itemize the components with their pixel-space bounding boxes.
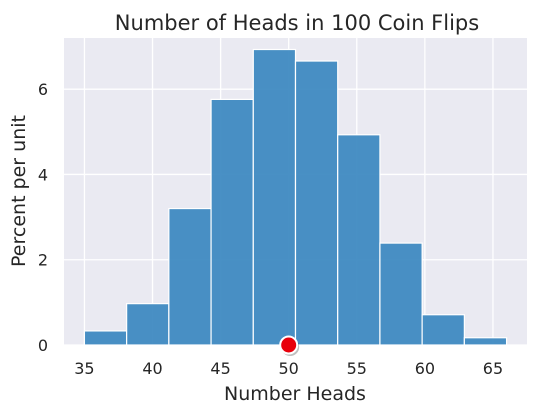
x-tick-label: 55 [347,359,367,378]
x-tick-label: 50 [279,359,299,378]
x-axis-ticks: 35 40 45 50 55 60 65 [74,359,503,378]
histogram-bar [83,330,128,346]
x-tick-label: 65 [483,359,503,378]
histogram-bar [252,48,297,346]
y-axis-label: Percent per unit [8,115,30,267]
histogram-bar [421,314,465,346]
mean-marker-dot [279,335,299,355]
y-tick-label: 0 [38,336,48,355]
marker-layer [279,335,300,356]
histogram-bar [210,98,254,346]
x-axis-label: Number Heads [224,383,366,405]
histogram-bar [168,207,212,346]
y-axis-ticks: 0 2 4 6 [38,80,48,355]
histogram-bar [126,303,170,346]
y-tick-label: 4 [38,165,48,184]
histogram-bar [337,134,381,346]
chart-title: Number of Heads in 100 Coin Flips [115,11,479,35]
histogram-bars [83,48,508,346]
y-tick-label: 2 [38,251,48,270]
histogram-bar [379,242,423,346]
x-tick-label: 60 [415,359,435,378]
x-tick-label: 40 [142,359,162,378]
histogram-bar [294,60,339,346]
x-tick-label: 45 [210,359,230,378]
x-tick-label: 35 [74,359,94,378]
histogram-bar [463,337,508,346]
y-tick-label: 6 [38,80,48,99]
